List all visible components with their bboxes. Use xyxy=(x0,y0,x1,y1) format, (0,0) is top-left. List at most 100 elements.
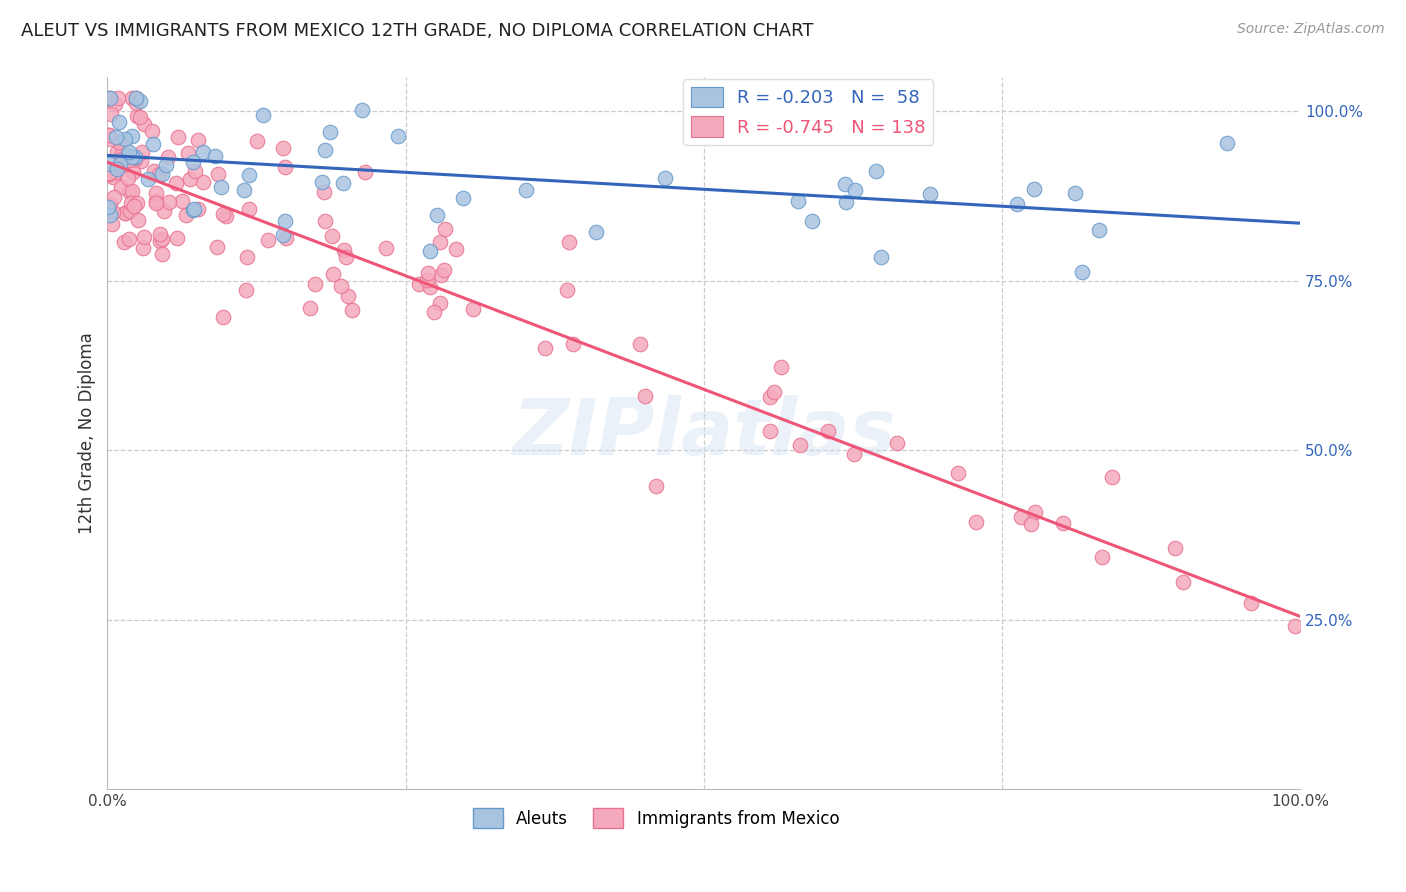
Point xyxy=(127,109,149,123)
Point xyxy=(125,196,148,211)
Point xyxy=(186,202,208,217)
Point xyxy=(461,301,484,316)
Point xyxy=(136,172,159,186)
Point xyxy=(429,268,451,283)
Point xyxy=(117,148,139,162)
Point xyxy=(105,145,128,159)
Point xyxy=(585,225,607,239)
Point xyxy=(534,341,557,355)
Point xyxy=(425,208,447,222)
Point xyxy=(1005,196,1028,211)
Point xyxy=(1019,517,1042,532)
Point xyxy=(1052,516,1074,530)
Point xyxy=(235,284,257,298)
Point xyxy=(332,176,354,190)
Point xyxy=(156,150,179,164)
Point xyxy=(204,149,226,163)
Point xyxy=(125,91,148,105)
Point xyxy=(149,227,172,242)
Point xyxy=(1010,510,1032,524)
Point xyxy=(118,184,141,198)
Point xyxy=(157,194,180,209)
Point xyxy=(562,336,585,351)
Point xyxy=(834,178,856,192)
Point xyxy=(148,167,170,181)
Point xyxy=(434,222,457,236)
Point xyxy=(419,279,441,293)
Legend: Aleuts, Immigrants from Mexico: Aleuts, Immigrants from Mexico xyxy=(467,802,846,834)
Point xyxy=(416,266,439,280)
Point xyxy=(209,180,232,194)
Point xyxy=(127,213,149,227)
Point xyxy=(886,436,908,450)
Point xyxy=(107,114,129,128)
Point xyxy=(274,214,297,228)
Point xyxy=(117,170,139,185)
Point xyxy=(274,230,297,244)
Point xyxy=(207,167,229,181)
Point xyxy=(787,194,810,208)
Point xyxy=(271,141,294,155)
Point xyxy=(763,385,786,400)
Point xyxy=(817,424,839,438)
Point xyxy=(97,128,120,142)
Point xyxy=(920,186,942,201)
Point xyxy=(120,196,142,211)
Point xyxy=(298,301,321,316)
Point xyxy=(451,191,474,205)
Point xyxy=(108,157,131,171)
Point xyxy=(124,150,146,164)
Point xyxy=(121,129,143,144)
Point xyxy=(191,175,214,189)
Point xyxy=(110,179,132,194)
Point xyxy=(100,107,122,121)
Point xyxy=(429,296,451,310)
Point xyxy=(179,172,201,186)
Point xyxy=(314,143,336,157)
Point xyxy=(107,91,129,105)
Point xyxy=(114,206,136,220)
Point xyxy=(153,203,176,218)
Point xyxy=(335,251,357,265)
Point xyxy=(112,235,135,250)
Point xyxy=(122,165,145,179)
Point xyxy=(238,202,260,217)
Point xyxy=(1216,136,1239,150)
Point xyxy=(654,170,676,185)
Point xyxy=(101,169,124,184)
Point xyxy=(100,132,122,146)
Point xyxy=(122,199,145,213)
Point xyxy=(111,152,134,166)
Point xyxy=(149,234,172,248)
Point xyxy=(142,163,165,178)
Point xyxy=(235,251,257,265)
Point xyxy=(1171,574,1194,589)
Point xyxy=(152,246,174,260)
Point xyxy=(142,137,165,152)
Text: ALEUT VS IMMIGRANTS FROM MEXICO 12TH GRADE, NO DIPLOMA CORRELATION CHART: ALEUT VS IMMIGRANTS FROM MEXICO 12TH GRA… xyxy=(21,22,814,40)
Point xyxy=(408,277,430,292)
Point xyxy=(125,91,148,105)
Point xyxy=(97,166,120,180)
Point xyxy=(423,304,446,318)
Point xyxy=(104,97,127,112)
Point xyxy=(415,273,437,287)
Point xyxy=(1240,596,1263,610)
Point xyxy=(172,194,194,208)
Point xyxy=(141,124,163,138)
Point xyxy=(634,388,657,402)
Point xyxy=(98,157,121,171)
Point xyxy=(321,229,343,244)
Point xyxy=(150,167,173,181)
Point xyxy=(114,132,136,146)
Point xyxy=(232,183,254,197)
Point xyxy=(101,204,124,219)
Point xyxy=(1091,549,1114,564)
Point xyxy=(107,159,129,173)
Point xyxy=(114,206,136,220)
Point xyxy=(166,231,188,245)
Point xyxy=(800,214,823,228)
Point xyxy=(429,235,451,249)
Point xyxy=(314,185,336,199)
Point xyxy=(1063,186,1085,201)
